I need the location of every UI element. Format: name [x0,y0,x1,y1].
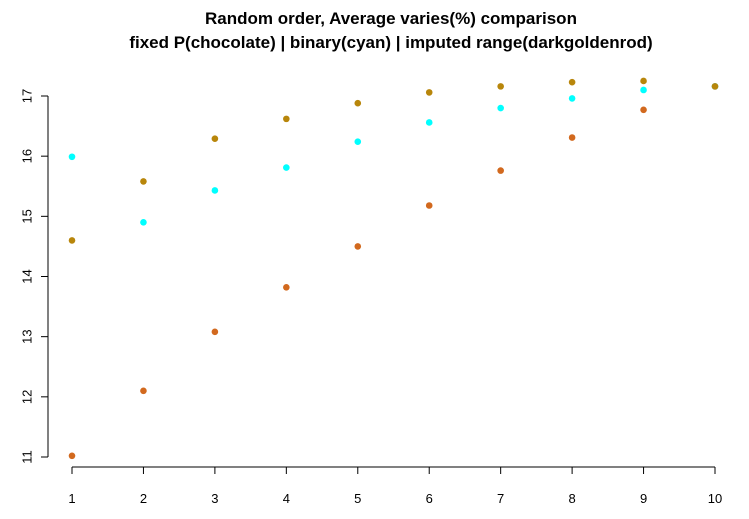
data-point [140,178,147,185]
data-point [640,86,647,94]
data-point [497,104,504,112]
x-tick-label: 7 [497,491,504,506]
y-tick-label: 17 [19,89,34,103]
y-tick-label: 12 [19,390,34,404]
data-point [568,78,576,86]
data-point [497,83,504,90]
data-point [354,99,362,107]
data-point [568,134,576,141]
data-points [68,77,719,460]
data-point [354,138,362,146]
y-axis: 11 12 13 14 15 16 17 [19,89,49,464]
x-tick-label: 9 [640,491,647,506]
chart-subtitle: fixed P(chocolate) | binary(cyan) | impu… [129,33,652,52]
x-tick-label: 4 [283,491,290,506]
y-tick-label: 11 [19,450,34,464]
y-tick-label: 14 [19,269,34,283]
x-tick-label: 8 [568,491,575,506]
data-point [140,219,147,226]
data-point [211,187,219,194]
data-point [140,387,147,395]
data-point [211,328,219,336]
x-tick-label: 10 [708,491,722,506]
y-tick-label: 13 [19,329,34,343]
data-point [711,83,719,90]
data-point [283,115,290,123]
x-tick-label: 2 [140,491,147,506]
y-tick-label: 15 [19,209,34,223]
data-point [425,89,433,96]
data-point [68,153,76,161]
data-point [68,237,76,244]
data-point [640,77,647,85]
data-point [425,202,433,209]
data-point [497,167,504,174]
data-point [68,452,76,460]
data-point [211,135,219,143]
data-point [283,284,290,291]
x-tick-label: 1 [68,491,75,506]
x-tick-label: 3 [211,491,218,506]
chart-title: Random order, Average varies(%) comparis… [205,9,577,28]
y-tick-label: 16 [19,149,34,163]
data-point [640,106,647,114]
data-point [568,95,576,102]
data-point [283,164,290,171]
data-point [425,119,433,126]
x-axis: 1 2 3 4 5 6 7 8 9 10 [68,466,722,506]
data-point [354,243,362,250]
x-tick-label: 6 [426,491,433,506]
x-tick-label: 5 [354,491,361,506]
